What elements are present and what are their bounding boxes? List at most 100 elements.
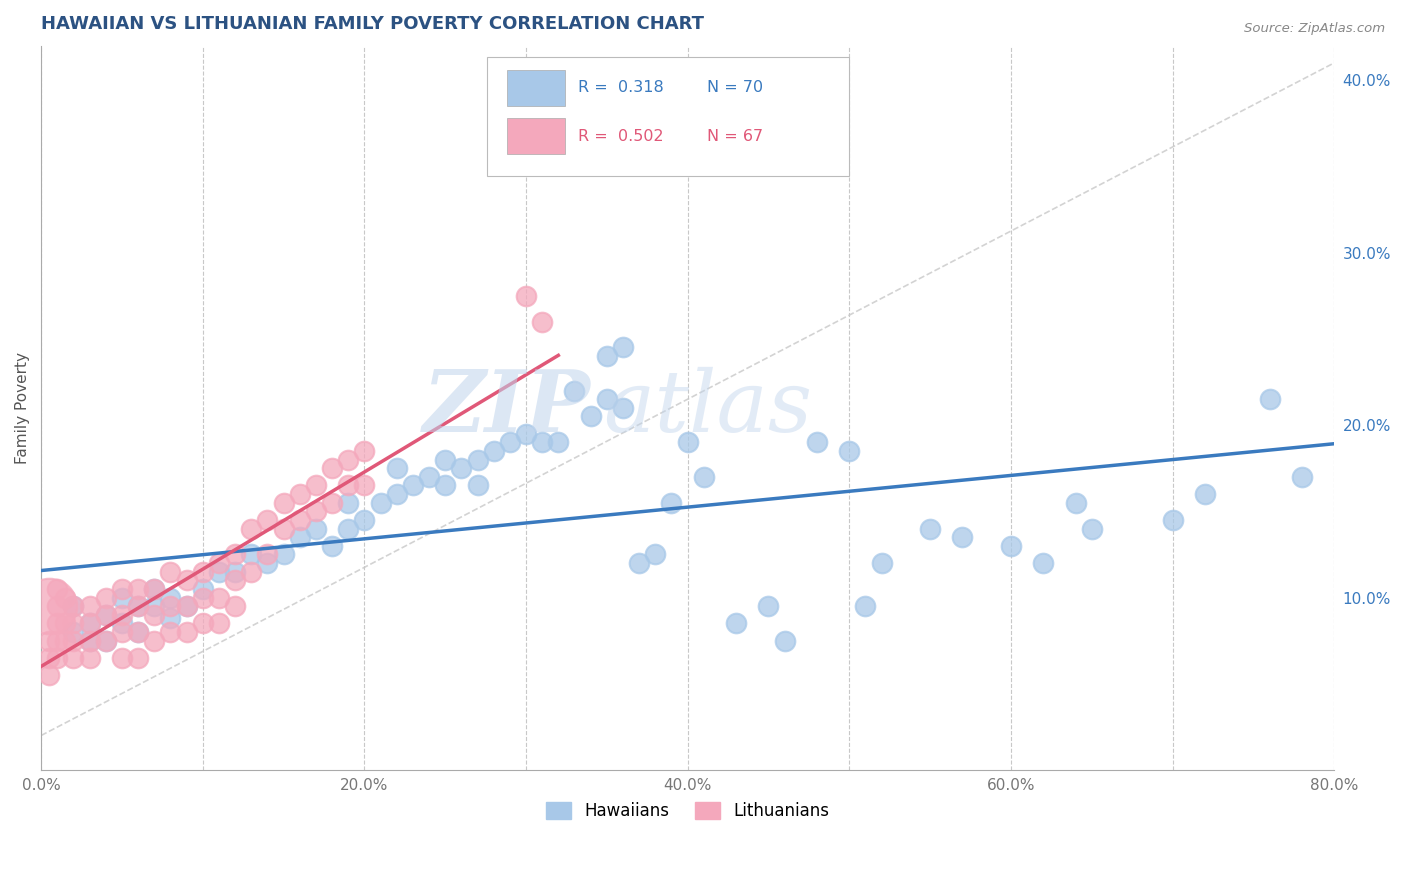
- Point: [191, 616, 214, 631]
- Point: [256, 513, 278, 527]
- Point: [111, 591, 134, 605]
- Point: [1194, 487, 1216, 501]
- Point: [94, 633, 117, 648]
- Point: [1258, 392, 1281, 407]
- Point: [143, 633, 166, 648]
- Point: [661, 496, 683, 510]
- Point: [143, 582, 166, 596]
- Point: [1291, 470, 1313, 484]
- Point: [53, 616, 76, 631]
- Point: [127, 625, 149, 640]
- Point: [1080, 522, 1102, 536]
- Point: [288, 513, 311, 527]
- Point: [224, 548, 246, 562]
- Point: [499, 435, 522, 450]
- Text: N = 70: N = 70: [707, 80, 763, 95]
- Point: [531, 315, 554, 329]
- Point: [224, 599, 246, 614]
- Point: [467, 478, 489, 492]
- Point: [94, 607, 117, 622]
- Point: [46, 599, 69, 614]
- Point: [418, 470, 440, 484]
- Point: [176, 599, 198, 614]
- Point: [870, 556, 893, 570]
- Point: [208, 565, 231, 579]
- Point: [46, 651, 69, 665]
- Point: [79, 633, 101, 648]
- Point: [159, 625, 181, 640]
- Point: [159, 565, 181, 579]
- Point: [596, 349, 619, 363]
- Point: [46, 616, 69, 631]
- Point: [370, 496, 392, 510]
- Point: [46, 633, 69, 648]
- Point: [256, 548, 278, 562]
- Point: [159, 591, 181, 605]
- Point: [273, 548, 295, 562]
- Point: [467, 452, 489, 467]
- Point: [191, 591, 214, 605]
- Point: [224, 574, 246, 588]
- Point: [596, 392, 619, 407]
- Point: [38, 651, 60, 665]
- Point: [402, 478, 425, 492]
- Point: [920, 522, 942, 536]
- Point: [62, 599, 84, 614]
- Point: [46, 582, 69, 596]
- Point: [191, 565, 214, 579]
- Text: ZIP: ZIP: [423, 366, 591, 450]
- Point: [353, 478, 375, 492]
- Text: Source: ZipAtlas.com: Source: ZipAtlas.com: [1244, 22, 1385, 36]
- Point: [62, 599, 84, 614]
- Point: [305, 522, 328, 536]
- Point: [111, 582, 134, 596]
- Point: [111, 625, 134, 640]
- Point: [612, 341, 634, 355]
- Point: [353, 513, 375, 527]
- Point: [94, 591, 117, 605]
- Point: [564, 384, 586, 398]
- Point: [143, 607, 166, 622]
- Point: [482, 444, 505, 458]
- Point: [62, 651, 84, 665]
- Point: [143, 582, 166, 596]
- Text: N = 67: N = 67: [707, 128, 763, 144]
- Point: [273, 496, 295, 510]
- Point: [94, 633, 117, 648]
- Point: [240, 565, 263, 579]
- Point: [1064, 496, 1087, 510]
- Point: [1161, 513, 1184, 527]
- Point: [385, 487, 408, 501]
- Point: [547, 435, 569, 450]
- Point: [208, 591, 231, 605]
- Point: [79, 616, 101, 631]
- Point: [127, 625, 149, 640]
- Point: [337, 478, 360, 492]
- Point: [53, 591, 76, 605]
- Point: [79, 633, 101, 648]
- FancyBboxPatch shape: [506, 118, 565, 154]
- FancyBboxPatch shape: [488, 56, 849, 176]
- Point: [79, 599, 101, 614]
- Point: [176, 574, 198, 588]
- Point: [305, 504, 328, 518]
- Point: [1032, 556, 1054, 570]
- Point: [288, 487, 311, 501]
- Point: [515, 426, 537, 441]
- Point: [758, 599, 780, 614]
- Point: [256, 556, 278, 570]
- Point: [531, 435, 554, 450]
- Point: [855, 599, 877, 614]
- Point: [273, 522, 295, 536]
- Point: [53, 633, 76, 648]
- Text: HAWAIIAN VS LITHUANIAN FAMILY POVERTY CORRELATION CHART: HAWAIIAN VS LITHUANIAN FAMILY POVERTY CO…: [41, 15, 704, 33]
- Point: [385, 461, 408, 475]
- Point: [62, 633, 84, 648]
- Point: [38, 599, 60, 614]
- Legend: Hawaiians, Lithuanians: Hawaiians, Lithuanians: [540, 796, 835, 827]
- Point: [79, 651, 101, 665]
- Point: [240, 522, 263, 536]
- Point: [159, 611, 181, 625]
- Point: [321, 496, 343, 510]
- Point: [94, 607, 117, 622]
